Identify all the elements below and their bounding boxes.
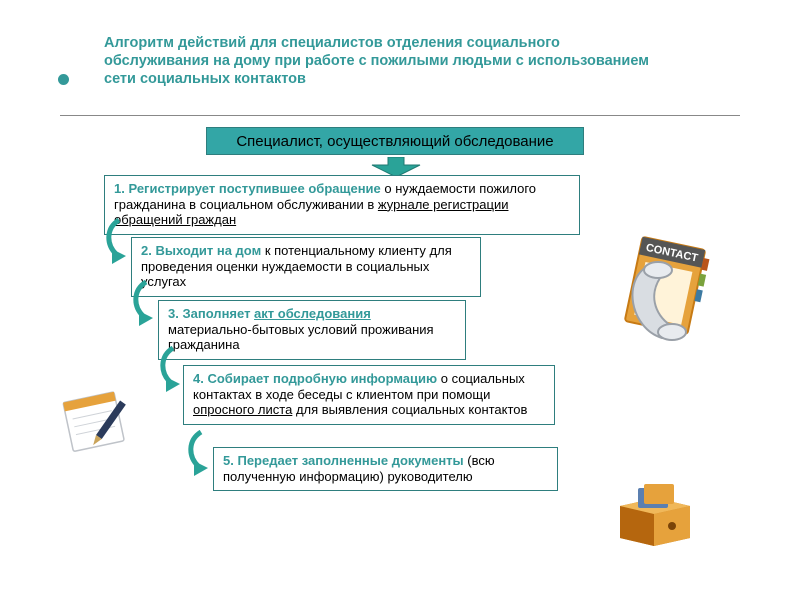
step-4-box: 4. Собирает подробную информацию о социа… xyxy=(183,365,555,425)
step-3-lead: Заполняет xyxy=(182,306,254,321)
step-2-lead: Выходит на дом xyxy=(155,243,261,258)
connector-arrow-icon xyxy=(186,430,212,480)
step-5-box: 5. Передает заполненные документы (всю п… xyxy=(213,447,558,491)
step-3-rest: материально-бытовых условий проживания г… xyxy=(168,322,434,353)
connector-arrow-icon xyxy=(158,346,184,396)
step-5-lead: Передает заполненные документы xyxy=(237,453,463,468)
arrow-down-icon xyxy=(368,157,424,177)
step-4-ul: опросного листа xyxy=(193,402,292,417)
notepad-pen-icon xyxy=(52,388,142,458)
connector-arrow-icon xyxy=(104,218,130,268)
step-4-num: 4. xyxy=(193,371,204,386)
step-2-box: 2. Выходит на дом к потенциальному клиен… xyxy=(131,237,481,297)
flow-header: Специалист, осуществляющий обследование xyxy=(206,127,584,155)
step-4-end: для выявления социальных контактов xyxy=(292,402,527,417)
step-3-num: 3. xyxy=(168,306,179,321)
step-1-num: 1. xyxy=(114,181,125,196)
slide-title: Алгоритм действий для специалистов отдел… xyxy=(104,34,664,88)
step-3-box: 3. Заполняет акт обследования материальн… xyxy=(158,300,466,360)
contact-book-icon: CONTACT xyxy=(602,230,722,350)
step-2-num: 2. xyxy=(141,243,152,258)
step-1-box: 1. Регистрирует поступившее обращение о … xyxy=(104,175,580,235)
title-bullet xyxy=(58,74,69,85)
file-box-icon xyxy=(610,478,700,548)
step-1-lead: Регистрирует поступившее обращение xyxy=(128,181,380,196)
step-5-num: 5. xyxy=(223,453,234,468)
step-3-ul: акт обследования xyxy=(254,306,371,321)
step-4-lead: Собирает подробную информацию xyxy=(207,371,437,386)
connector-arrow-icon xyxy=(131,280,157,330)
divider xyxy=(60,115,740,116)
